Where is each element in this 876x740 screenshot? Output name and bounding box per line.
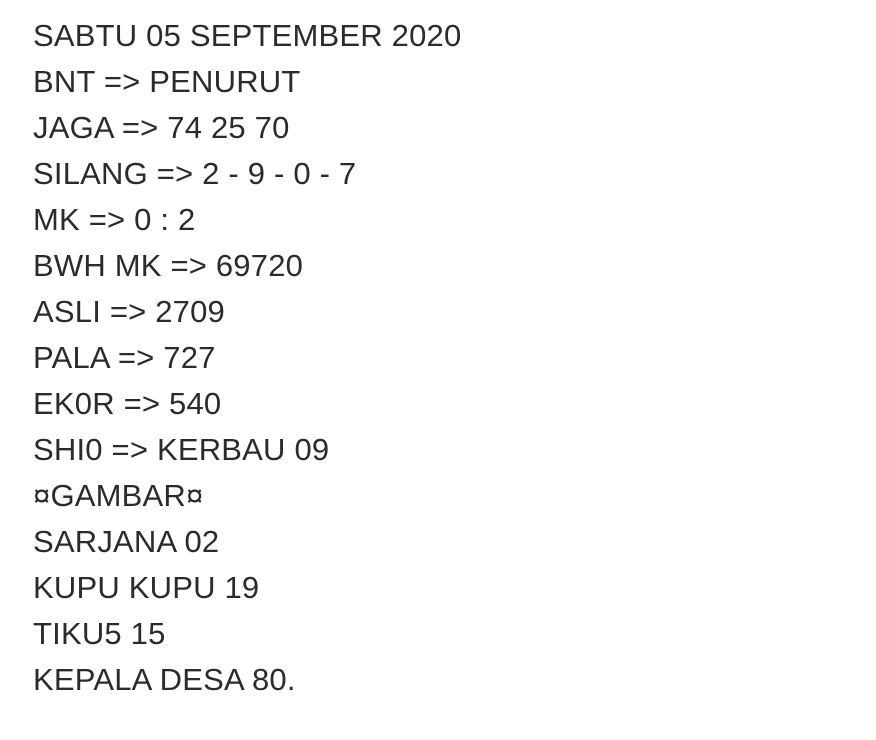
prediction-text-block: SABTU 05 SEPTEMBER 2020 BNT => PENURUT J… xyxy=(33,18,462,697)
line-gambar-tikus: TIKU5 15 xyxy=(33,616,166,651)
line-ekor: EK0R => 540 xyxy=(33,386,222,421)
line-bwh-mk: BWH MK => 69720 xyxy=(33,248,304,283)
line-date-header: SABTU 05 SEPTEMBER 2020 xyxy=(33,18,462,53)
line-bnt: BNT => PENURUT xyxy=(33,64,301,99)
line-pala: PALA => 727 xyxy=(33,340,216,375)
line-gambar-header: ¤GAMBAR¤ xyxy=(33,478,204,513)
line-jaga: JAGA => 74 25 70 xyxy=(33,110,290,145)
line-gambar-sarjana: SARJANA 02 xyxy=(33,524,220,559)
line-shio: SHI0 => KERBAU 09 xyxy=(33,432,330,467)
line-mk: MK => 0 : 2 xyxy=(33,202,196,237)
line-gambar-kepala-desa: KEPALA DESA 80. xyxy=(33,662,296,697)
line-gambar-kupu-kupu: KUPU KUPU 19 xyxy=(33,570,260,605)
line-silang: SILANG => 2 - 9 - 0 - 7 xyxy=(33,156,357,191)
line-asli: ASLI => 2709 xyxy=(33,294,226,329)
